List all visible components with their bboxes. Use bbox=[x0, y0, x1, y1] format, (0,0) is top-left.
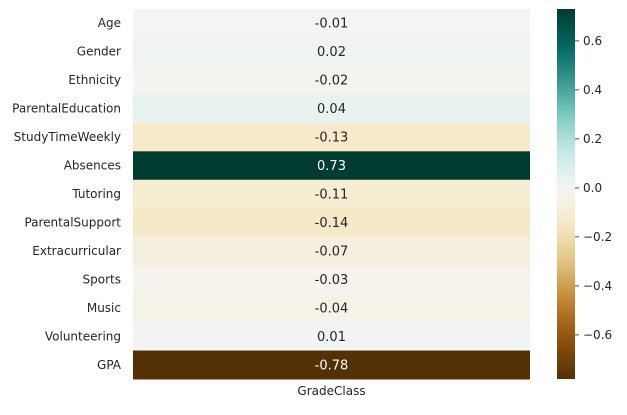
row-labels: Age Gender Ethnicity ParentalEducation Study… bbox=[12, 16, 122, 372]
heatmap-cell bbox=[133, 9, 530, 38]
heatmap-cell bbox=[133, 293, 530, 323]
heatmap-cell bbox=[133, 322, 530, 352]
heatmap-cell bbox=[133, 265, 530, 295]
row-label: ParentalEducation bbox=[12, 102, 121, 116]
row-label: Absences bbox=[64, 159, 121, 173]
cell-annotation: -0.13 bbox=[315, 131, 349, 146]
row-label: Extracurricular bbox=[32, 244, 121, 258]
heatmap-cell bbox=[133, 179, 530, 209]
heatmap-cell bbox=[133, 94, 530, 124]
colorbar-tick-label: −0.4 bbox=[583, 279, 612, 293]
cell-annotation: 0.04 bbox=[317, 102, 346, 117]
cell-annotation: -0.01 bbox=[315, 17, 349, 32]
heatmap-cell bbox=[133, 350, 530, 380]
cell-annotation: -0.11 bbox=[315, 188, 349, 203]
heatmap-cell bbox=[133, 208, 530, 238]
colorbar-tick-label: 0.0 bbox=[583, 181, 602, 195]
row-label: ParentalSupport bbox=[24, 215, 121, 229]
colorbar-tick-label: 0.4 bbox=[583, 83, 602, 97]
cell-annotation: 0.02 bbox=[317, 45, 346, 60]
colorbar-tick-label: 0.2 bbox=[583, 132, 602, 146]
heatmap-cell bbox=[133, 236, 530, 266]
heatmap-cell bbox=[133, 151, 530, 181]
row-label: GPA bbox=[97, 358, 122, 372]
cell-annotation: 0.01 bbox=[317, 330, 346, 345]
column-labels: GradeClass bbox=[297, 384, 365, 398]
cell-annotation: -0.07 bbox=[315, 244, 349, 259]
cell-annotation: -0.78 bbox=[315, 358, 349, 373]
cell-annotation: 0.73 bbox=[317, 159, 346, 174]
row-label: Ethnicity bbox=[68, 73, 121, 87]
cell-annotation: -0.02 bbox=[315, 74, 349, 89]
row-label: Sports bbox=[83, 272, 121, 286]
column-label: GradeClass bbox=[297, 384, 365, 398]
row-label: Volunteering bbox=[45, 329, 121, 343]
colorbar bbox=[557, 9, 575, 379]
row-label: StudyTimeWeekly bbox=[14, 130, 121, 144]
colorbar-tick-label: −0.6 bbox=[583, 328, 612, 342]
colorbar-tick-label: 0.6 bbox=[583, 34, 602, 48]
colorbar-tick-label: −0.2 bbox=[583, 230, 612, 244]
cell-annotation: -0.14 bbox=[315, 216, 349, 231]
row-label: Music bbox=[87, 301, 121, 315]
heatmap-cell bbox=[133, 65, 530, 95]
cell-annotation: -0.04 bbox=[315, 301, 349, 316]
row-label: Gender bbox=[77, 45, 121, 59]
colorbar-ticks: 0.6 0.4 0.2 0.0 −0.2 −0.4 −0.6 bbox=[575, 34, 612, 342]
heatmap-cell bbox=[133, 37, 530, 67]
row-label: Age bbox=[98, 16, 121, 30]
heatmap-cell bbox=[133, 122, 530, 152]
cell-annotation: -0.03 bbox=[315, 273, 349, 288]
row-label: Tutoring bbox=[71, 187, 121, 201]
heatmap-cells: -0.01 0.02 -0.02 0.04 -0.13 0.73 -0.11 -0.14 -0.… bbox=[133, 9, 530, 380]
